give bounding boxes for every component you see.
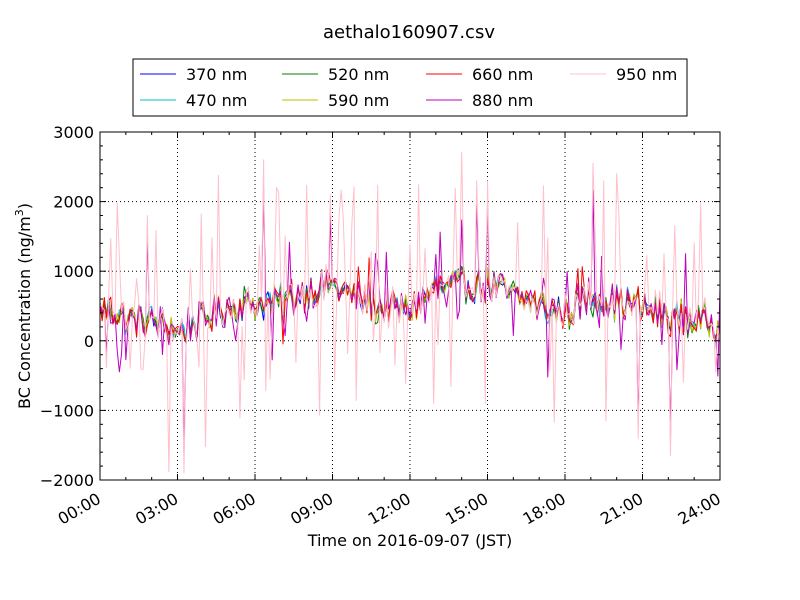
axis-ticks [99,131,721,481]
y-tick-label: 1000 [53,262,94,281]
legend-label: 660 nm [472,65,533,84]
x-tick-label: 21:00 [597,489,646,529]
y-tick-labels: −2000 −1000 0 1000 2000 3000 [40,123,94,490]
x-tick-label: 12:00 [365,489,414,529]
legend-label: 470 nm [186,91,247,110]
y-tick-label: −2000 [40,471,94,490]
x-tick-label: 09:00 [287,489,336,529]
y-axis-label-main: BC Concentration (ng/m [15,216,34,409]
series-line-950-nm [99,151,721,474]
legend-label: 590 nm [328,91,389,110]
y-tick-label: 2000 [53,193,94,212]
legend-label: 370 nm [186,65,247,84]
x-tick-label: 03:00 [132,489,181,529]
x-tick-label: 18:00 [520,489,569,529]
y-axis-label-superscript: 3 [13,209,26,216]
series-layer [99,151,721,474]
chart-title: aethalo160907.csv [323,22,495,43]
x-tick-label: 00:00 [55,489,104,529]
x-tick-label: 06:00 [210,489,259,529]
y-tick-label: 3000 [53,123,94,142]
y-tick-label: −1000 [40,401,94,420]
y-axis-label-close: ) [15,203,34,209]
legend: 370 nm 470 nm 520 nm 590 nm 660 nm 880 nm 950 … [132,58,688,117]
y-axis-label: BC Concentration (ng/m3) [13,203,34,409]
x-tick-labels: 00:00 03:00 06:00 09:00 12:00 15:00 18:00 21:00… [55,489,724,529]
legend-label: 950 nm [616,65,677,84]
y-tick-label: 0 [84,332,94,351]
x-tick-label: 24:00 [675,489,724,529]
legend-box [132,58,688,117]
x-tick-label: 15:00 [442,489,491,529]
legend-label: 880 nm [472,91,533,110]
legend-label: 520 nm [328,65,389,84]
x-axis-label: Time on 2016-09-07 (JST) [307,531,512,550]
